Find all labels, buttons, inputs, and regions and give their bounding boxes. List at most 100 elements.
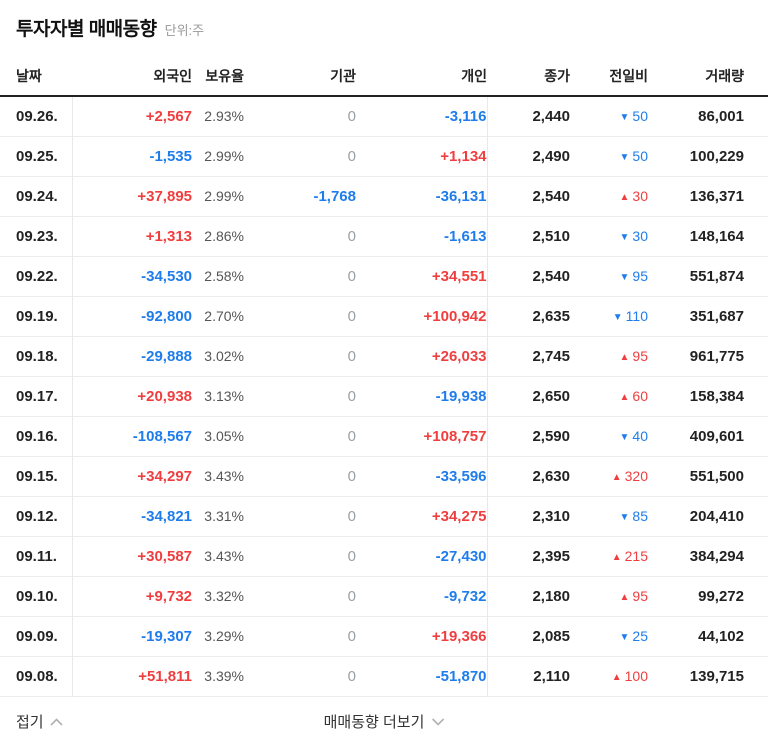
date-cell: 09.23. xyxy=(16,227,58,245)
change-direction-icon: ▼ xyxy=(619,632,630,643)
foreigners-value: +20,938 xyxy=(71,376,192,416)
foreigners-value: +37,895 xyxy=(71,176,192,216)
individuals-value: -9,732 xyxy=(443,587,487,605)
volume-value: 136,371 xyxy=(689,187,744,205)
day-change-value: 50 xyxy=(632,108,648,125)
table-row: 09.25. -1,535 2.99% 0 +1,134 2,490 ▼ 50 1… xyxy=(0,136,768,176)
col-header-day-change: 전일비 xyxy=(609,67,648,84)
day-change-value: 30 xyxy=(632,228,648,244)
day-change-cell: ▲ 60 xyxy=(570,376,648,416)
institutions-value: -1,768 xyxy=(313,187,356,205)
foreigners-value: +9,732 xyxy=(71,576,192,616)
institutions-value: 0 xyxy=(347,547,356,565)
holding-rate-value: 3.05% xyxy=(204,428,244,444)
day-change-cell: ▼ 50 xyxy=(570,136,648,176)
table-row: 09.22. -34,530 2.58% 0 +34,551 2,540 ▼ 95… xyxy=(0,256,768,296)
day-change-value: 110 xyxy=(625,308,648,324)
foreigners-value: -29,888 xyxy=(71,336,192,376)
date-cell: 09.15. xyxy=(16,467,58,485)
day-change-cell: ▲ 100 xyxy=(570,656,648,696)
holding-rate-value: 3.31% xyxy=(204,508,244,524)
institutions-value: 0 xyxy=(347,467,356,485)
foreigners-value: +1,313 xyxy=(71,216,192,256)
holding-rate-value: 2.99% xyxy=(204,188,244,204)
individuals-value: -3,116 xyxy=(444,107,487,125)
col-header-institutions: 기관 xyxy=(330,67,356,84)
day-change-cell: ▼ 110 xyxy=(570,296,648,336)
table-row: 09.18. -29,888 3.02% 0 +26,033 2,745 ▲ 95… xyxy=(0,336,768,376)
day-change-cell: ▼ 30 xyxy=(570,216,648,256)
change-direction-icon: ▲ xyxy=(619,392,630,403)
day-change-value: 85 xyxy=(632,508,648,524)
individuals-value: +100,942 xyxy=(423,307,487,325)
date-cell: 09.12. xyxy=(16,507,58,525)
institutions-value: 0 xyxy=(347,667,356,685)
table-header: 날짜 외국인 보유율 기관 개인 종가 전일비 거래량 xyxy=(0,56,768,96)
collapse-button[interactable]: 접기 xyxy=(16,711,63,732)
date-cell: 09.24. xyxy=(16,187,58,205)
change-direction-icon: ▲ xyxy=(611,552,622,563)
individuals-value: -51,870 xyxy=(435,667,487,685)
individuals-value: +108,757 xyxy=(423,427,487,445)
day-change-value: 30 xyxy=(632,188,648,204)
day-change-cell: ▼ 85 xyxy=(570,496,648,536)
individuals-value: -19,938 xyxy=(435,387,487,405)
day-change-cell: ▼ 40 xyxy=(570,416,648,456)
panel-header: 투자자별 매매동향 단위:주 xyxy=(0,0,768,56)
change-direction-icon: ▼ xyxy=(619,272,630,283)
day-change-value: 95 xyxy=(632,588,648,604)
day-change-value: 40 xyxy=(632,428,648,444)
day-change-cell: ▲ 95 xyxy=(570,336,648,376)
change-direction-icon: ▲ xyxy=(619,352,630,363)
table-row: 09.10. +9,732 3.32% 0 -9,732 2,180 ▲ 95 9… xyxy=(0,576,768,616)
day-change-cell: ▲ 320 xyxy=(570,456,648,496)
day-change-value: 60 xyxy=(632,388,648,404)
individuals-value: +1,134 xyxy=(440,147,487,165)
table-row: 09.24. +37,895 2.99% -1,768 -36,131 2,54… xyxy=(0,176,768,216)
col-header-individuals: 개인 xyxy=(461,67,487,84)
table-row: 09.17. +20,938 3.13% 0 -19,938 2,650 ▲ 60… xyxy=(0,376,768,416)
day-change-value: 50 xyxy=(632,148,648,164)
holding-rate-value: 3.13% xyxy=(204,388,244,404)
day-change-value: 95 xyxy=(632,268,648,284)
holding-rate-value: 2.93% xyxy=(204,108,244,125)
volume-value: 551,500 xyxy=(689,467,744,485)
date-cell: 09.22. xyxy=(16,267,58,285)
close-price-value: 2,635 xyxy=(486,296,570,336)
table-body: 09.26. +2,567 2.93% 0 -3,116 2,440 ▼ 50 8… xyxy=(0,96,768,696)
chevron-up-icon xyxy=(50,713,63,730)
day-change-value: 25 xyxy=(632,628,648,644)
day-change-cell: ▲ 30 xyxy=(570,176,648,216)
date-cell: 09.18. xyxy=(16,347,58,365)
volume-value: 44,102 xyxy=(698,627,744,645)
close-price-value: 2,085 xyxy=(486,616,570,656)
individuals-value: +34,275 xyxy=(431,507,487,525)
date-cell: 09.26. xyxy=(16,107,58,125)
volume-value: 204,410 xyxy=(689,507,744,525)
holding-rate-value: 3.32% xyxy=(204,588,244,604)
page-title: 투자자별 매매동향 xyxy=(16,19,157,40)
close-price-value: 2,490 xyxy=(486,136,570,176)
date-cell: 09.11. xyxy=(16,547,57,565)
volume-value: 384,294 xyxy=(689,547,744,565)
date-cell: 09.10. xyxy=(16,587,58,605)
more-button-label: 매매동향 더보기 xyxy=(323,713,425,731)
close-price-value: 2,510 xyxy=(486,216,570,256)
institutions-value: 0 xyxy=(347,307,356,325)
close-price-value: 2,590 xyxy=(486,416,570,456)
holding-rate-value: 2.99% xyxy=(204,148,244,164)
close-price-value: 2,630 xyxy=(486,456,570,496)
change-direction-icon: ▲ xyxy=(611,472,622,483)
day-change-value: 215 xyxy=(624,548,648,564)
more-trading-trends-button[interactable]: 매매동향 더보기 xyxy=(324,711,445,732)
foreigners-value: -108,567 xyxy=(71,416,192,456)
volume-value: 148,164 xyxy=(689,227,744,245)
col-header-close-price: 종가 xyxy=(544,67,570,84)
institutions-value: 0 xyxy=(347,387,356,405)
volume-value: 409,601 xyxy=(689,427,744,445)
holding-rate-value: 2.86% xyxy=(204,228,244,244)
date-cell: 09.19. xyxy=(16,307,58,325)
collapse-button-label: 접기 xyxy=(16,713,44,731)
institutions-value: 0 xyxy=(347,267,356,285)
